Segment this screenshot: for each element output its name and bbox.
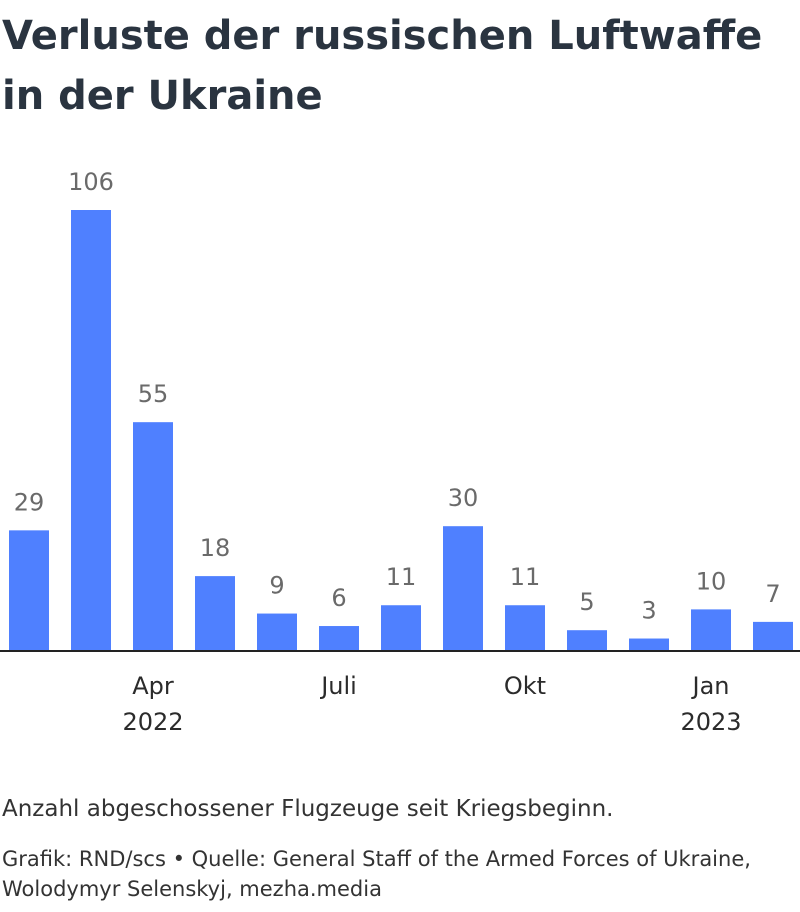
bar-2022-07 [319, 626, 359, 651]
value-label-2023-02: 7 [765, 580, 780, 608]
value-label-2023-01: 10 [696, 567, 727, 595]
value-labels-group: 29 106 55 18 9 6 11 30 11 5 3 10 7 [14, 168, 781, 625]
value-label-2022-04: 55 [138, 380, 169, 408]
x-tick-year-2023-01: 2023 [680, 708, 741, 736]
x-tick-label-2022-07: Juli [319, 672, 357, 700]
x-tick-label-2022-10: Okt [504, 672, 546, 700]
value-label-2022-03: 106 [68, 168, 114, 196]
bar-2022-12 [629, 638, 669, 651]
bar-2022-04 [133, 422, 173, 651]
x-tick-label-2023-01: Jan [691, 672, 730, 700]
bar-2023-02 [753, 621, 793, 651]
bar-2022-10 [505, 605, 545, 651]
value-label-2022-10: 11 [510, 563, 541, 591]
chart-title: Verluste der russischen Luftwaffe in der… [2, 13, 763, 119]
value-label-2022-11: 5 [579, 588, 594, 616]
value-label-2022-02: 29 [14, 488, 45, 516]
value-label-2022-06: 9 [269, 572, 284, 600]
value-label-2022-08: 11 [386, 563, 417, 591]
chart-source: Grafik: RND/scs • Quelle: General Staff … [2, 847, 751, 901]
x-tick-year-2022-04: 2022 [122, 708, 183, 736]
value-label-2022-05: 18 [200, 534, 231, 562]
bar-2022-03 [71, 210, 111, 651]
chart-subtitle: Anzahl abgeschossener Flugzeuge seit Kri… [2, 796, 614, 822]
bar-2022-09 [443, 526, 483, 651]
x-axis-ticks: Apr 2022 Juli Okt Jan 2023 [122, 672, 741, 736]
value-label-2022-07: 6 [331, 584, 346, 612]
value-label-2022-12: 3 [641, 597, 656, 625]
bar-2022-08 [381, 605, 421, 651]
bar-2022-11 [567, 630, 607, 651]
bar-2022-06 [257, 613, 297, 651]
value-label-2022-09: 30 [448, 484, 479, 512]
bars-group [9, 210, 793, 651]
bar-2022-02 [9, 530, 49, 651]
bar-2023-01 [691, 609, 731, 651]
x-tick-label-2022-04: Apr [132, 672, 174, 700]
bar-2022-05 [195, 576, 235, 651]
bar-chart: 29 106 55 18 9 6 11 30 11 5 3 10 7 Apr 2022 Juli Okt Jan… [0, 168, 800, 736]
